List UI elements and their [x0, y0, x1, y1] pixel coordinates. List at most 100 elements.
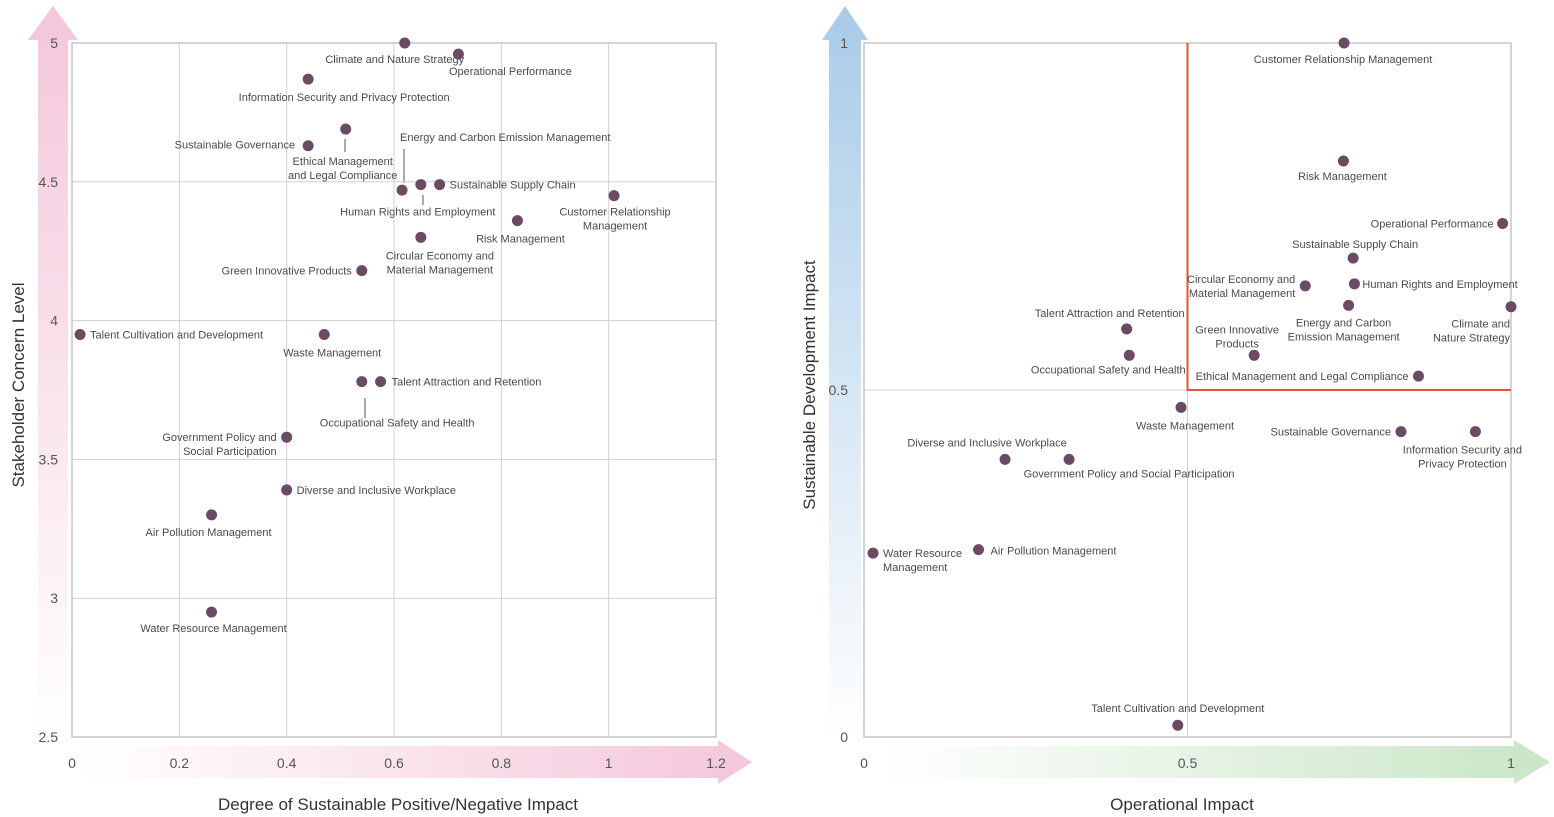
point-label-customer-relationship-management: Customer Relationship Management [1254, 54, 1433, 66]
point-diverse-and-inclusive-workplace [999, 453, 1011, 465]
point-government-policy-and-social-participation [281, 431, 293, 443]
point-label-climate-and-nature-strategy: Climate and Nature Strategy [1433, 319, 1511, 345]
point-label-occupational-safety-and-health: Occupational Safety and Health [320, 418, 475, 430]
point-air-pollution-management [973, 544, 985, 556]
point-label-waste-management: Waste Management [1136, 420, 1234, 432]
left-y-axis-arrow [28, 6, 78, 742]
point-label-energy-and-carbon-emission-management: Energy and Carbon Emission Management [1288, 317, 1400, 343]
point-label-occupational-safety-and-health: Occupational Safety and Health [1031, 364, 1186, 376]
x-tick-label: 0 [860, 755, 868, 771]
point-label-waste-management: Waste Management [283, 347, 381, 359]
point-label-sustainable-supply-chain: Sustainable Supply Chain [450, 180, 576, 192]
y-axis-title: Sustainable Development Impact [800, 260, 819, 510]
label-line: Customer Relationship [559, 207, 670, 219]
point-label-risk-management: Risk Management [1298, 171, 1387, 183]
point-label-air-pollution-management: Air Pollution Management [991, 546, 1117, 558]
label-line: Green Innovative [1195, 324, 1279, 336]
point-label-information-security-and-privacy-protection: Information Security and Privacy Protect… [239, 92, 450, 104]
point-occupational-safety-and-health [1123, 349, 1135, 361]
label-line: Government Policy and [162, 432, 276, 444]
point-label-sustainable-governance: Sustainable Governance [175, 140, 295, 152]
point-talent-cultivation-and-development [74, 328, 86, 340]
point-climate-and-nature-strategy [399, 37, 411, 49]
point-water-resource-management [206, 606, 218, 618]
point-label-water-resource-management: Water Resource Management [140, 623, 286, 635]
right-x-axis-arrow [880, 740, 1550, 784]
point-label-sustainable-supply-chain: Sustainable Supply Chain [1292, 239, 1418, 251]
point-climate-and-nature-strategy [1505, 301, 1517, 313]
point-label-customer-relationship-management: Customer Relationship Management [559, 207, 670, 233]
point-waste-management [1175, 401, 1187, 413]
x-tick-label: 0.5 [1178, 755, 1198, 771]
point-human-rights-and-employment [415, 179, 427, 191]
leader-lines [344, 139, 424, 418]
point-energy-and-carbon-emission-management [1343, 299, 1355, 311]
point-talent-attraction-and-retention [1121, 323, 1133, 335]
left-x-axis-arrow [80, 740, 752, 784]
point-label-green-innovative-products: Green Innovative Products [1195, 324, 1279, 350]
point-label-energy-and-carbon-emission-management: Energy and Carbon Emission Management [400, 132, 610, 144]
point-talent-cultivation-and-development [1172, 719, 1184, 731]
x-tick-label: 0 [68, 755, 76, 771]
x-tick-label: 0.2 [170, 755, 190, 771]
y-tick-label: 3.5 [39, 451, 59, 467]
point-label-talent-attraction-and-retention: Talent Attraction and Retention [1035, 308, 1185, 320]
point-label-operational-performance: Operational Performance [449, 66, 572, 78]
label-line: Emission Management [1288, 331, 1400, 343]
point-operational-performance [452, 48, 464, 60]
y-tick-label: 4 [50, 313, 58, 329]
point-risk-management [1337, 155, 1349, 167]
point-label-human-rights-and-employment: Human Rights and Employment [1362, 279, 1517, 291]
point-human-rights-and-employment [1348, 278, 1360, 290]
point-energy-and-carbon-emission-management [396, 184, 408, 196]
label-line: Social Participation [183, 446, 277, 458]
label-line: Water Resource [883, 548, 962, 560]
point-label-air-pollution-management: Air Pollution Management [146, 527, 272, 539]
label-line: and Legal Compliance [288, 170, 397, 182]
point-air-pollution-management [206, 509, 218, 521]
x-tick-label: 0.8 [492, 755, 512, 771]
x-axis-title: Operational Impact [1110, 795, 1254, 814]
point-label-green-innovative-products: Green Innovative Products [222, 266, 353, 278]
label-line: Energy and Carbon [1296, 317, 1391, 329]
point-customer-relationship-management [608, 190, 620, 202]
label-line: Circular Economy and [1187, 274, 1295, 286]
right-y-axis-arrow [822, 6, 868, 742]
label-line: Circular Economy and [386, 250, 494, 262]
label-line: Nature Strategy [1433, 333, 1511, 345]
x-axis-title: Degree of Sustainable Positive/Negative … [218, 795, 578, 814]
point-ethical-management-and-legal-compliance [340, 123, 352, 135]
point-sustainable-governance [1395, 426, 1407, 438]
y-tick-label: 3 [50, 590, 58, 606]
point-talent-attraction-and-retention [375, 376, 387, 388]
point-sustainable-supply-chain [1347, 252, 1359, 264]
point-circular-economy-and-material-management [1299, 280, 1311, 292]
label-line: Management [583, 221, 647, 233]
y-tick-label: 5 [50, 35, 58, 51]
point-label-talent-cultivation-and-development: Talent Cultivation and Development [90, 329, 263, 341]
point-label-diverse-and-inclusive-workplace: Diverse and Inclusive Workplace [297, 485, 456, 497]
y-tick-label: 1 [840, 35, 848, 51]
label-line: Ethical Management [293, 156, 393, 168]
point-label-circular-economy-and-material-management: Circular Economy and Material Management [1187, 274, 1295, 300]
label-line: Privacy Protection [1418, 459, 1507, 471]
x-tick-label: 0.4 [277, 755, 297, 771]
label-line: Climate and [1451, 319, 1510, 331]
point-green-innovative-products [1248, 349, 1260, 361]
point-sustainable-governance [302, 140, 314, 152]
point-label-talent-attraction-and-retention: Talent Attraction and Retention [392, 377, 542, 389]
point-risk-management [511, 215, 523, 227]
point-occupational-safety-and-health [356, 376, 368, 388]
plot-frame [71, 42, 717, 738]
y-axis-title: Stakeholder Concern Level [9, 282, 28, 487]
point-label-government-policy-and-social-participation: Government Policy and Social Participatio… [162, 432, 276, 458]
point-green-innovative-products [356, 265, 368, 277]
x-tick-label: 1 [605, 755, 613, 771]
point-diverse-and-inclusive-workplace [281, 484, 293, 496]
y-tick-label: 0.5 [829, 382, 849, 398]
point-label-human-rights-and-employment: Human Rights and Employment [340, 207, 495, 219]
point-operational-performance [1497, 217, 1509, 229]
label-line: Material Management [387, 264, 493, 276]
point-label-ethical-management-and-legal-compliance: Ethical Management and Legal Compliance [288, 156, 397, 182]
point-information-security-and-privacy-protection [1469, 426, 1481, 438]
